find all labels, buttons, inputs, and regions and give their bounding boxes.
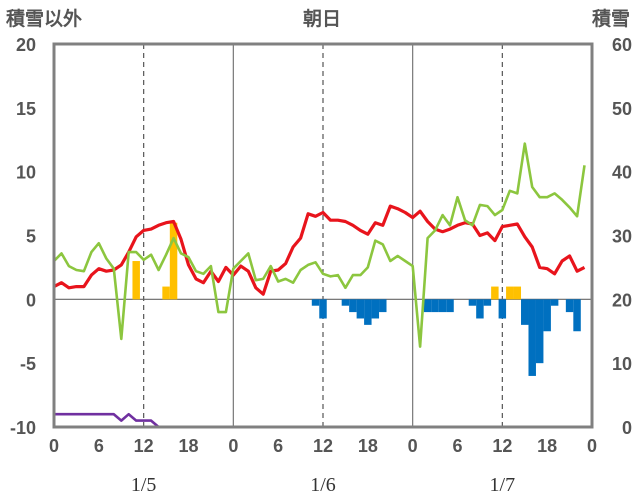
x-tick-4: 0 — [228, 436, 238, 456]
x-tick-9: 6 — [452, 436, 462, 456]
left-tick-6: -10 — [10, 418, 36, 438]
left-tick-0: 20 — [16, 35, 36, 55]
bar-36 — [319, 299, 327, 319]
day-label-1: 1/6 — [310, 474, 336, 496]
day-label-2: 1/7 — [490, 474, 516, 496]
x-tick-0: 0 — [49, 436, 59, 456]
right-tick-0: 60 — [612, 35, 632, 55]
series-line-temperature — [53, 204, 586, 296]
x-tick-6: 12 — [313, 436, 333, 456]
left-tick-4: 0 — [26, 290, 36, 310]
bar-57 — [476, 299, 484, 319]
bar-41 — [356, 299, 365, 319]
bar-51 — [431, 299, 439, 313]
x-tick-10: 12 — [492, 436, 512, 456]
bar-40 — [349, 299, 357, 313]
bar-53 — [446, 299, 454, 313]
x-tick-labels: 0 6 12 18 0 6 12 18 0 6 12 18 0 — [49, 436, 597, 456]
bar-16 — [169, 222, 178, 300]
bar-43 — [371, 299, 380, 319]
left-tick-3: 5 — [26, 227, 36, 247]
bar-52 — [438, 299, 447, 313]
x-tick-5: 6 — [273, 436, 283, 456]
bar-35 — [311, 299, 320, 306]
x-tick-2: 12 — [134, 436, 154, 456]
bar-66 — [543, 299, 551, 332]
right-tick-4: 20 — [612, 290, 632, 310]
bar-39 — [341, 299, 350, 306]
x-tick-12: 0 — [587, 436, 597, 456]
right-tick-3: 30 — [612, 227, 632, 247]
day-labels: 1/5 1/6 1/7 — [131, 474, 515, 496]
x-tick-11: 18 — [537, 436, 557, 456]
right-tick-2: 40 — [612, 163, 632, 183]
plot-frame — [52, 42, 594, 429]
bar-58 — [483, 299, 492, 306]
grid-lines — [54, 44, 592, 427]
bar-series — [132, 222, 581, 376]
series-line-green_line — [53, 142, 586, 348]
day-label-0: 1/5 — [131, 474, 157, 496]
x-tick-1: 6 — [94, 436, 104, 456]
left-tick-labels: 20 15 10 5 0 -5 -10 — [10, 35, 36, 438]
bar-50 — [423, 299, 432, 313]
x-tick-7: 18 — [358, 436, 378, 456]
bar-63 — [521, 299, 529, 325]
bar-64 — [528, 299, 536, 376]
bar-42 — [364, 299, 372, 325]
bar-60 — [498, 299, 507, 319]
bar-15 — [162, 286, 170, 300]
chart-title: 朝日 — [303, 8, 341, 30]
x-tick-8: 0 — [408, 436, 418, 456]
bar-44 — [379, 299, 387, 313]
right-axis-label: 積雪 — [592, 7, 630, 30]
bar-61 — [506, 286, 514, 300]
bar-69 — [565, 299, 574, 313]
bar-11 — [132, 261, 140, 300]
left-axis-label: 積雪以外 — [6, 7, 82, 30]
bar-56 — [468, 299, 477, 306]
right-tick-6: 0 — [622, 418, 632, 438]
right-tick-labels: 60 50 40 30 20 10 0 — [612, 35, 632, 438]
x-tick-3: 18 — [178, 436, 198, 456]
bar-65 — [535, 299, 544, 364]
bar-59 — [491, 286, 499, 300]
bar-70 — [573, 299, 581, 332]
right-tick-1: 50 — [612, 99, 632, 119]
bar-67 — [550, 299, 559, 306]
left-tick-2: 10 — [16, 163, 36, 183]
left-tick-1: 15 — [16, 99, 36, 119]
left-tick-5: -5 — [20, 354, 36, 374]
bar-62 — [513, 286, 522, 300]
right-tick-5: 10 — [612, 354, 632, 374]
